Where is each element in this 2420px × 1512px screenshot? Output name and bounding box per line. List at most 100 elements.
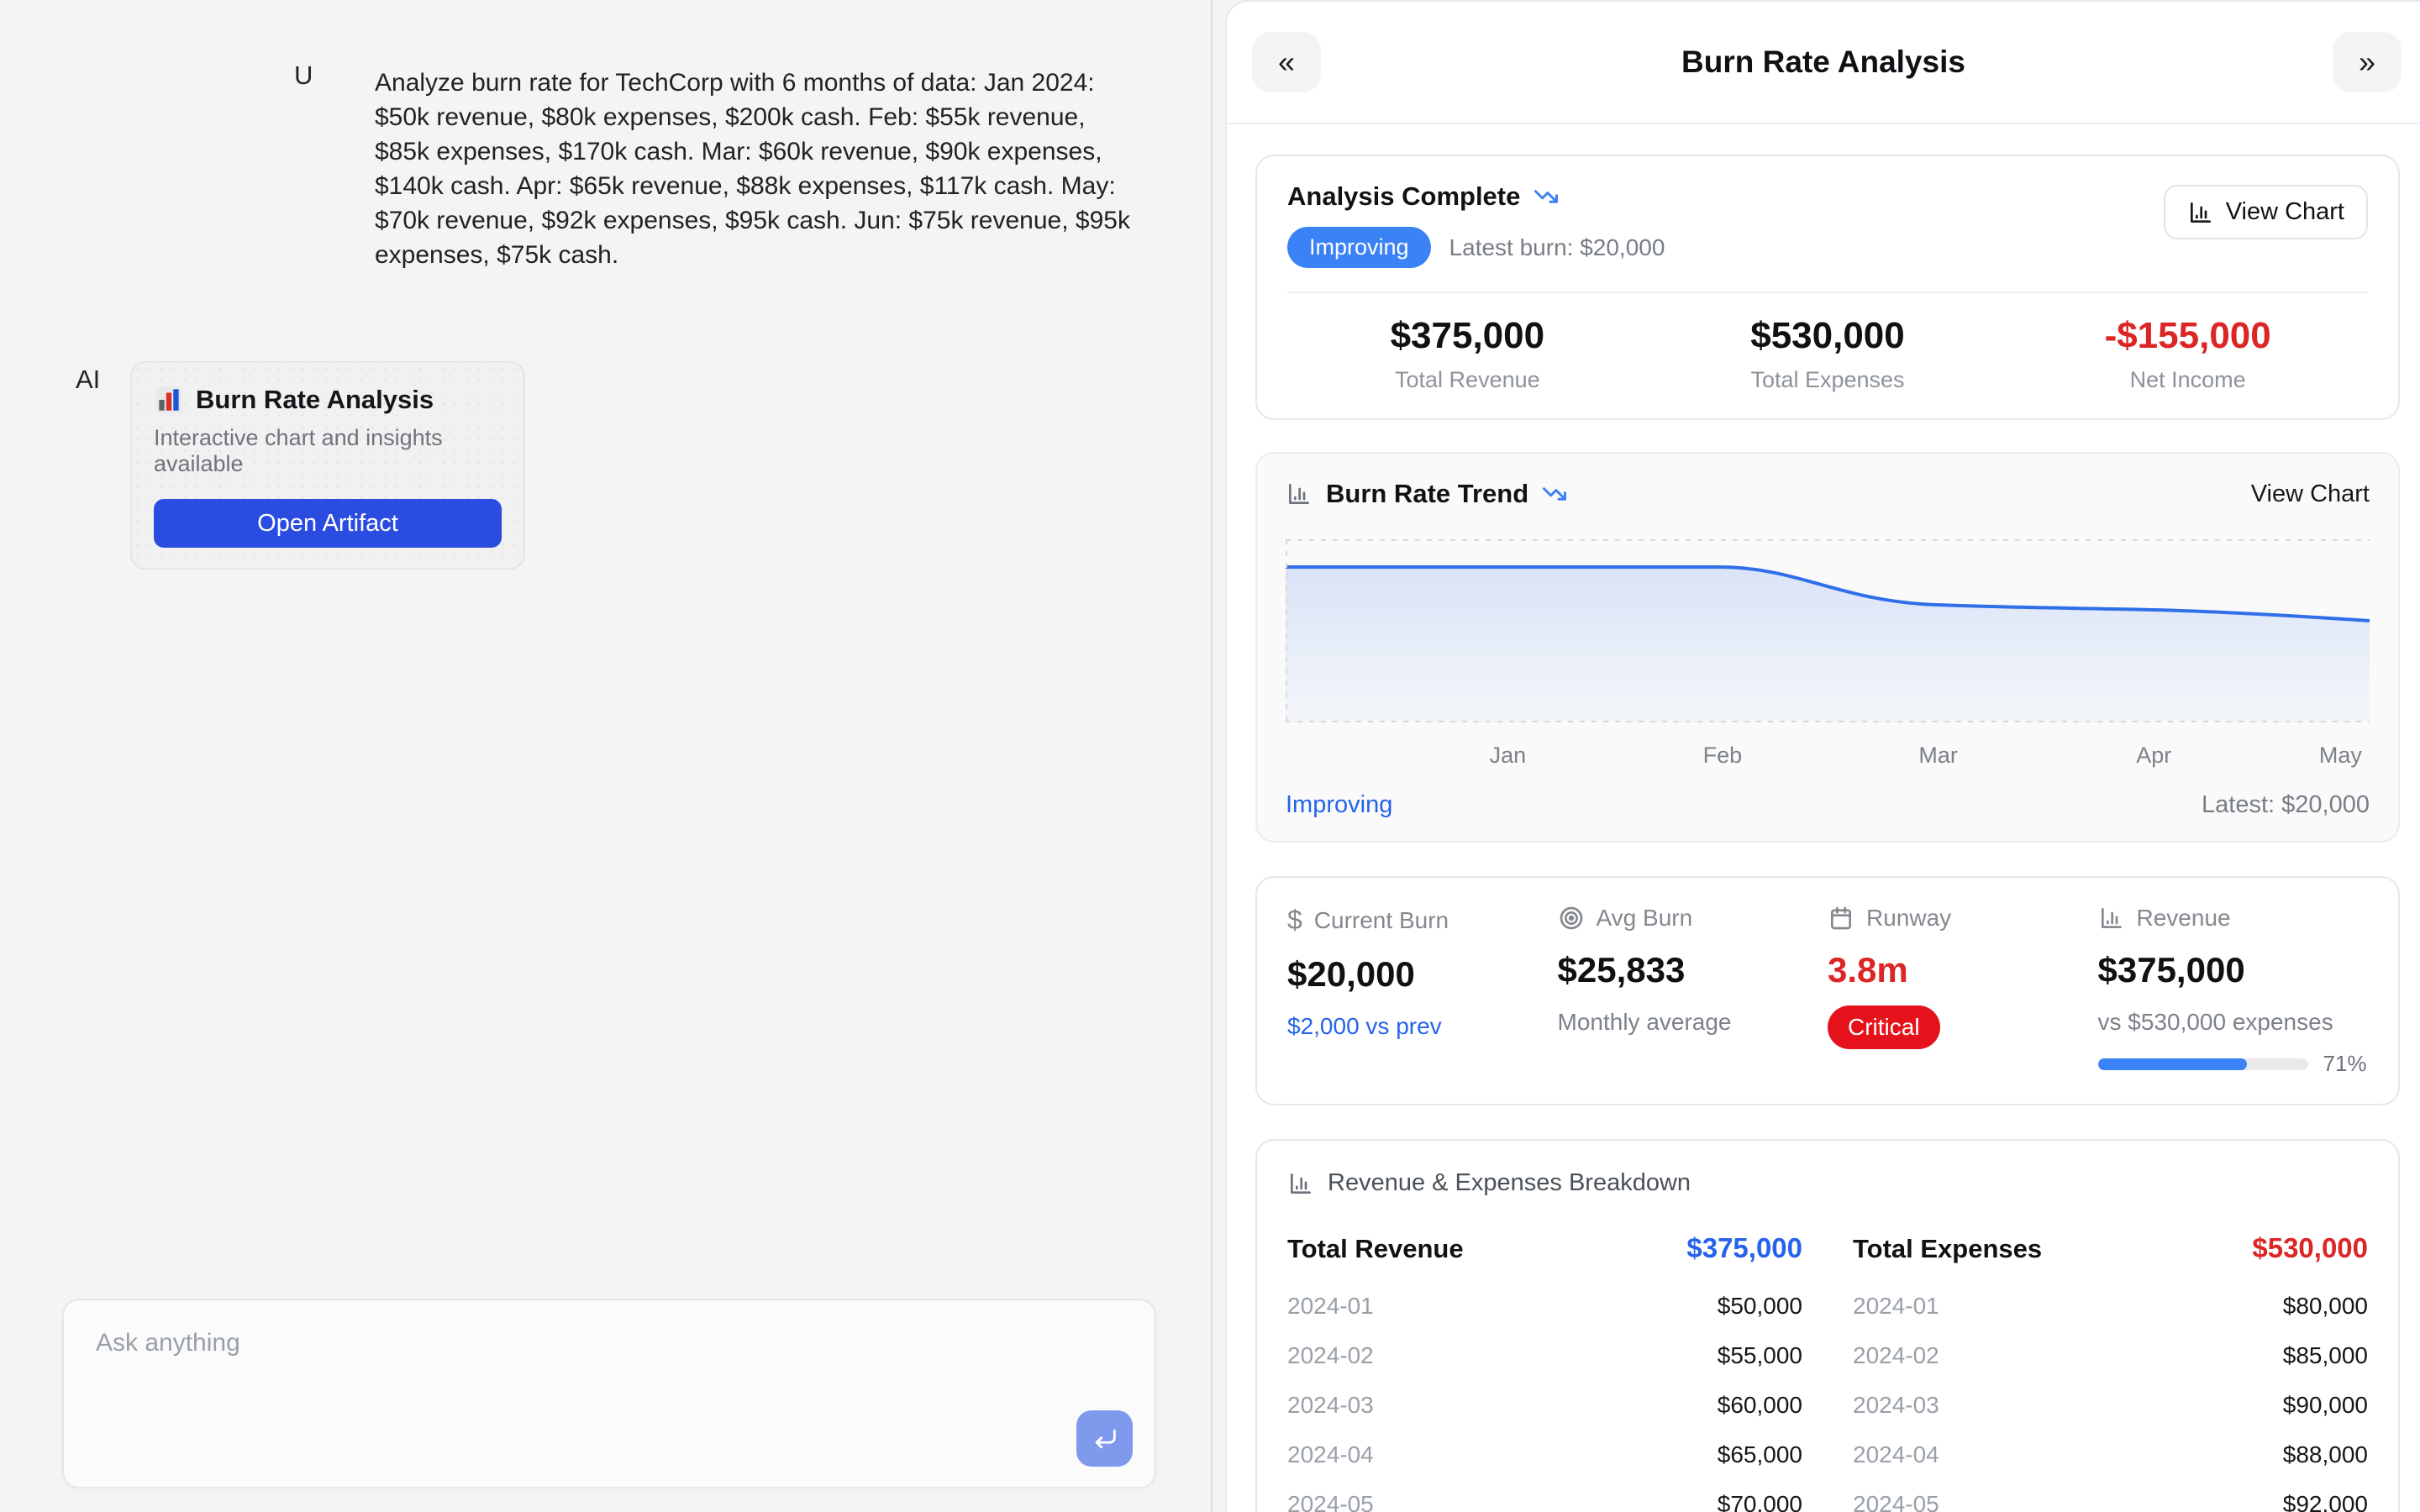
metric-value: $375,000 [2097,950,2245,990]
row-value: $88,000 [2282,1441,2368,1467]
row-value: $80,000 [2282,1293,2368,1319]
expenses-header-value: $530,000 [2252,1232,2368,1263]
row-value: $70,000 [1717,1491,1802,1512]
pane-divider [1211,0,1213,1512]
metric-label: Current Burn [1313,906,1449,933]
row-value: $50,000 [1717,1293,1802,1319]
revenue-column: Total Revenue $375,000 2024-01 $50,000 2… [1287,1232,1802,1512]
burn-rate-area-chart [1286,539,2370,722]
total-expenses-value: $530,000 [1750,315,1905,356]
x-tick-may: May [2318,743,2362,768]
latest-burn-text: Latest burn: $20,000 [1449,234,1665,260]
chart-column-icon [1286,480,1313,507]
metric-label: Revenue [2136,905,2231,931]
ai-avatar: AI [76,365,101,394]
row-date: 2024-05 [1287,1491,1374,1512]
table-row: 2024-04 $88,000 [1853,1441,2368,1468]
revenue-progress-label: 71% [2323,1051,2367,1076]
dollar-icon: $ [1287,905,1302,935]
collapse-panel-button[interactable]: « [1252,32,1321,92]
row-date: 2024-01 [1853,1293,1939,1319]
artifact-subtitle: Interactive chart and insights available [154,425,443,476]
status-badge: Improving [1287,227,1431,268]
row-value: $60,000 [1717,1392,1802,1418]
revenue-header-label: Total Revenue [1287,1234,1464,1263]
metric-sub: vs $530,000 expenses [2097,1009,2333,1035]
row-date: 2024-04 [1853,1441,1939,1467]
row-date: 2024-02 [1287,1342,1374,1368]
row-date: 2024-04 [1287,1441,1374,1467]
burn-rate-trend-card: Burn Rate Trend View Chart [1255,452,2400,843]
user-avatar: U [294,60,313,90]
panel-title: Burn Rate Analysis [1681,45,1965,79]
summary-title: Analysis Complete [1287,181,1521,211]
chart-column-icon [2187,199,2214,226]
expenses-column: Total Expenses $530,000 2024-01 $80,000 … [1853,1232,2368,1512]
table-row: 2024-05 $92,000 [1853,1491,2368,1512]
chart-column-icon [2098,905,2125,932]
panel-body: Analysis Complete Improving Latest burn:… [1227,124,2420,1512]
target-icon [1558,905,1585,932]
trend-title: Burn Rate Trend [1326,479,1529,508]
row-value: $90,000 [2282,1392,2368,1418]
view-chart-button[interactable]: View Chart [2163,185,2368,239]
breakdown-title: Revenue & Expenses Breakdown [1328,1169,1691,1196]
table-row: 2024-01 $80,000 [1853,1293,2368,1320]
table-row: 2024-03 $60,000 [1287,1392,1802,1419]
return-arrow-icon [1091,1425,1119,1453]
row-value: $92,000 [2282,1491,2368,1512]
x-tick-mar: Mar [1918,743,1958,768]
metric-current-burn: $ Current Burn $20,000 $2,000 vs prev [1287,905,1558,1077]
critical-badge: Critical [1828,1005,1940,1049]
net-income-stat: -$155,000 Net Income [2007,315,2368,393]
metric-value: $20,000 [1287,954,1415,994]
trend-status-text: Improving [1286,791,1393,818]
trend-latest-text: Latest: $20,000 [2202,791,2370,818]
table-row: 2024-02 $55,000 [1287,1342,1802,1369]
x-tick-apr: Apr [2136,743,2172,768]
open-artifact-button[interactable]: Open Artifact [154,499,502,548]
row-date: 2024-05 [1853,1491,1939,1512]
chart-column-icon [1287,1170,1314,1197]
plot-left-gridline [1286,539,1287,722]
metric-revenue: Revenue $375,000 vs $530,000 expenses 71… [2097,905,2369,1077]
trend-view-chart-link[interactable]: View Chart [2250,480,2370,507]
chat-pane: U Analyze burn rate for TechCorp with 6 … [62,60,1156,1488]
area-chart-svg [1286,565,2370,722]
table-row: 2024-02 $85,000 [1853,1342,2368,1369]
view-chart-label: View Chart [2225,198,2344,225]
metric-label: Runway [1866,905,1952,931]
metric-sub: Monthly average [1557,1009,1732,1035]
x-tick-feb: Feb [1702,743,1743,768]
calendar-icon [1828,905,1854,932]
analysis-summary-card: Analysis Complete Improving Latest burn:… [1255,155,2400,420]
row-date: 2024-03 [1853,1392,1939,1418]
metric-runway: Runway 3.8m Critical [1828,905,2098,1077]
artifact-panel: « Burn Rate Analysis » Analysis Complete… [1225,0,2420,1512]
chat-input[interactable] [64,1300,1155,1487]
revenue-header-value: $375,000 [1686,1232,1802,1263]
metric-avg-burn: Avg Burn $25,833 Monthly average [1558,905,1828,1077]
net-income-label: Net Income [2129,367,2246,392]
breakdown-card: Revenue & Expenses Breakdown Total Reven… [1255,1139,2400,1512]
table-row: 2024-03 $90,000 [1853,1392,2368,1419]
plot-top-gridline [1286,539,2370,541]
key-metrics-card: $ Current Burn $20,000 $2,000 vs prev [1255,876,2400,1105]
row-date: 2024-03 [1287,1392,1374,1418]
net-income-value: -$155,000 [2104,315,2271,356]
metric-label: Avg Burn [1596,905,1693,931]
chat-composer [62,1299,1156,1488]
row-value: $55,000 [1717,1342,1802,1368]
row-value: $85,000 [2282,1342,2368,1368]
expand-panel-button[interactable]: » [2333,32,2402,92]
send-button[interactable] [1076,1410,1133,1467]
trending-down-icon [1542,481,1567,507]
table-row: 2024-05 $70,000 [1287,1491,1802,1512]
expenses-header-label: Total Expenses [1853,1234,2043,1263]
row-value: $65,000 [1717,1441,1802,1467]
metric-value: 3.8m [1828,950,1908,990]
panel-header: « Burn Rate Analysis » [1227,2,2420,124]
metric-value: $25,833 [1557,950,1686,990]
user-message: Analyze burn rate for TechCorp with 6 mo… [375,69,1130,269]
total-expenses-label: Total Expenses [1750,367,1905,392]
